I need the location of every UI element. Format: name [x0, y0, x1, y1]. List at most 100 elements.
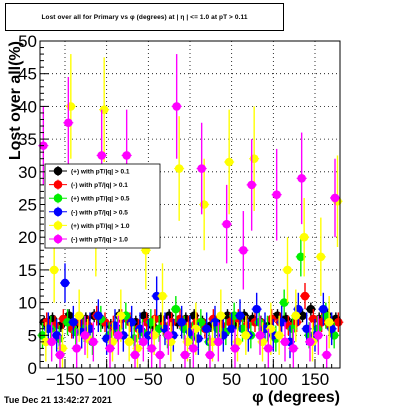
legend-item: (-) with pT/|q| > 0.5 — [49, 206, 128, 217]
data-point — [60, 278, 70, 288]
data-point — [283, 265, 292, 275]
data-point — [305, 337, 315, 347]
data-point — [296, 252, 306, 262]
y-tick-label: 45 — [18, 65, 37, 84]
data-point — [289, 344, 298, 353]
data-point — [316, 252, 326, 262]
data-point — [105, 344, 115, 353]
data-point — [230, 344, 240, 353]
data-point — [267, 314, 276, 324]
data-point — [255, 331, 265, 340]
data-point — [299, 232, 309, 242]
data-point — [252, 304, 261, 314]
y-tick-label: 20 — [18, 228, 37, 247]
legend-box — [44, 163, 161, 249]
data-point — [334, 317, 343, 327]
data-point — [224, 157, 234, 167]
y-tick-label: 10 — [18, 294, 37, 313]
legend-label: (-) with pT/|q| > 1.0 — [71, 237, 128, 244]
data-point — [174, 164, 184, 173]
y-axis-label: Lost over all(%) — [7, 41, 24, 160]
data-point — [300, 291, 310, 301]
data-point — [324, 317, 334, 327]
legend: (+) with pT/|q| > 0.1 (-) with pT/|q| > 0… — [44, 163, 161, 249]
data-point — [227, 324, 236, 334]
data-point — [124, 337, 134, 347]
legend-marker — [53, 193, 63, 203]
data-point — [180, 350, 190, 360]
data-point — [322, 350, 331, 360]
data-point — [272, 190, 281, 199]
legend-label: (+) with pT/|q| > 0.1 — [71, 169, 130, 176]
x-tick-label: 0 — [185, 370, 194, 389]
data-point — [274, 331, 284, 340]
legend-item: (+) with pT/|q| > 0.1 — [49, 166, 130, 176]
data-point — [164, 331, 173, 340]
data-point — [189, 344, 198, 353]
data-point — [297, 174, 306, 183]
x-axis-label: φ (degrees) — [252, 389, 340, 406]
legend-marker — [53, 207, 63, 217]
data-point — [55, 350, 65, 360]
axes: 0 5 10 15 20 25 30 35 40 45 50 −150 −100 −50 0 50 100 150 — [18, 32, 333, 389]
y-tick-label: 5 — [28, 326, 37, 345]
data-point — [202, 324, 211, 334]
data-point — [171, 304, 181, 314]
legend-marker — [53, 180, 63, 189]
data-point — [298, 311, 307, 320]
data-point — [64, 118, 73, 128]
data-point — [172, 102, 181, 111]
data-point — [241, 331, 251, 340]
data-point — [158, 291, 167, 301]
x-tick-label: 50 — [222, 370, 241, 389]
legend-item: (-) with pT/|q| > 0.1 — [49, 179, 128, 190]
x-tick-label: −150 — [46, 370, 84, 389]
y-tick-label: 30 — [18, 163, 37, 182]
legend-label: (+) with pT/|q| > 0.5 — [71, 196, 130, 203]
legend-marker — [53, 221, 63, 230]
data-point — [314, 331, 323, 340]
x-tick-label: −100 — [88, 370, 126, 389]
data-point — [52, 331, 61, 340]
legend-label: (-) with pT/|q| > 0.5 — [71, 209, 128, 216]
data-point — [147, 344, 156, 353]
x-tick-label: 150 — [301, 370, 329, 389]
data-point — [222, 219, 231, 229]
y-tick-label: 50 — [18, 32, 37, 51]
data-point — [302, 324, 311, 334]
legend-marker — [53, 166, 63, 176]
data-point — [177, 317, 186, 327]
x-tick-label: 100 — [259, 370, 287, 389]
legend-item: (+) with pT/|q| > 0.5 — [49, 193, 130, 204]
y-tick-label: 0 — [28, 359, 37, 378]
legend-item: (-) with pT/|q| > 1.0 — [49, 234, 128, 244]
data-point — [114, 331, 123, 340]
data-point — [74, 311, 84, 320]
data-point — [80, 331, 90, 340]
timestamp: Tue Dec 21 13:42:27 2021 — [4, 395, 112, 405]
data-point — [122, 151, 131, 160]
data-point — [69, 317, 78, 327]
data-point — [49, 265, 59, 275]
y-tick-label: 25 — [18, 196, 37, 215]
data-point — [47, 337, 56, 347]
data-point — [291, 311, 301, 320]
data-point — [309, 314, 318, 324]
data-point — [264, 344, 273, 353]
data-point — [205, 350, 215, 360]
data-point — [330, 193, 340, 203]
data-point — [239, 245, 248, 255]
y-tick-label: 40 — [18, 97, 37, 116]
legend-label: (-) with pT/|q| > 0.1 — [71, 182, 128, 189]
data-point — [89, 337, 98, 347]
data-point — [197, 164, 206, 173]
legend-item: (+) with pT/|q| > 1.0 — [49, 220, 130, 231]
legend-marker — [53, 234, 63, 244]
data-series — [37, 54, 344, 368]
data-point — [155, 350, 165, 360]
data-point — [216, 311, 226, 320]
data-point — [280, 337, 290, 347]
data-point — [72, 344, 81, 353]
data-point — [139, 337, 148, 347]
